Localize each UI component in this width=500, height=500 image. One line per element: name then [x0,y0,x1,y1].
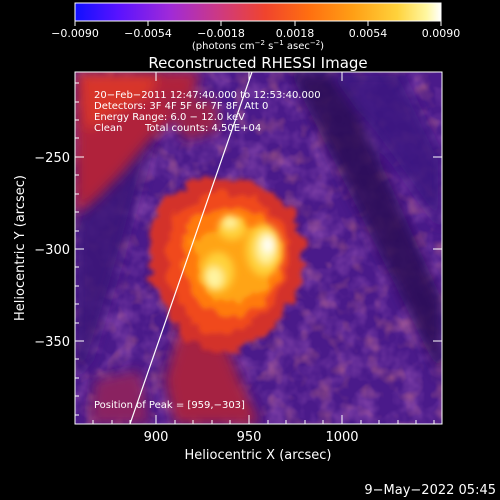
info-clean-label: Clean [94,123,122,134]
info-energy-range: Energy Range: 6.0 − 12.0 keV [94,112,245,123]
colorbar-tick-label: −0.0090 [51,27,99,40]
y-tick-label: −250 [34,151,70,166]
y-tick-label: −350 [34,335,70,350]
peak-position-label: Position of Peak = [959,−303] [94,400,245,411]
colorbar-tick-label: −0.0018 [197,27,245,40]
x-tick-label: 900 [144,430,169,445]
x-tick-label: 950 [237,430,262,445]
y-axis-ticks [75,82,442,416]
footer-timestamp: 9−May−2022 05:45 [364,483,496,498]
plot-frame [74,71,443,425]
colorbar-tick-label: 0.0090 [422,27,461,40]
colorbar-unit-label: (photons cm−2 s−1 asec−2) [192,39,324,52]
colorbar-gradient [74,2,442,22]
rhessi-image [75,72,442,424]
x-axis-label: Heliocentric X (arcsec) [185,448,332,463]
solar-limb-line [129,72,253,424]
colorbar: −0.0090 −0.0054 −0.0018 0.0018 0.0054 0.… [51,2,461,52]
observation-info: 20−Feb−2011 12:47:40.000 to 12:53:40.000… [94,90,321,134]
x-tick-label: 1000 [325,430,358,445]
colorbar-tick-label: 0.0054 [349,27,388,40]
info-detectors: Detectors: 3F 4F 5F 6F 7F 8F, Att 0 [94,101,268,112]
info-total-counts: Total counts: 4.50E+04 [144,123,261,134]
colorbar-tick-label: 0.0018 [276,27,315,40]
colorbar-tick-marks [74,21,442,26]
colorbar-tick-label: −0.0054 [124,27,172,40]
y-axis-label: Heliocentric Y (arcsec) [13,175,28,321]
info-time-range: 20−Feb−2011 12:47:40.000 to 12:53:40.000 [94,90,321,101]
y-tick-label: −300 [34,243,70,258]
plot-title: Reconstructed RHESSI Image [148,54,367,72]
x-axis-ticks [92,72,435,424]
